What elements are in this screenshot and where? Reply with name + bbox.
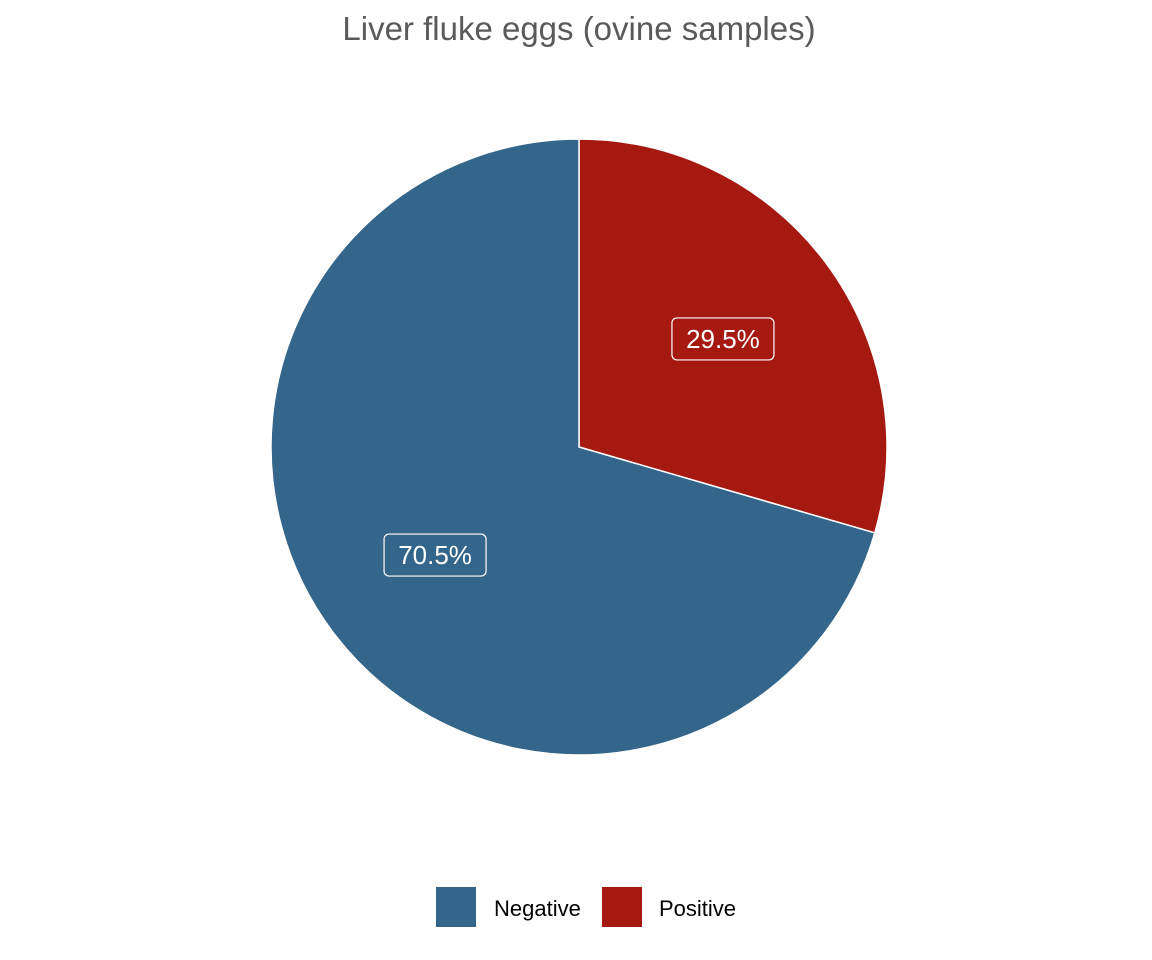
slice-labels: 29.5% 70.5% <box>383 317 775 577</box>
slice-label-box <box>383 533 487 577</box>
legend-key <box>602 887 642 927</box>
legend-key <box>436 887 476 927</box>
legend-item-positive: Positive <box>602 887 736 927</box>
legend: Negative Positive <box>436 887 736 927</box>
slice-label-positive: 29.5% <box>671 317 775 361</box>
slice-label-box <box>671 317 775 361</box>
chart-title: Liver fluke eggs (ovine samples) <box>342 10 816 47</box>
slice-label-text: 70.5% <box>398 540 472 570</box>
pie-slice-negative <box>270 138 876 756</box>
slice-label-text: 29.5% <box>686 324 760 354</box>
legend-label: Positive <box>659 896 736 921</box>
slice-label-negative: 70.5% <box>383 533 487 577</box>
pie-slices <box>270 138 888 756</box>
legend-item-negative: Negative <box>436 887 581 927</box>
legend-label: Negative <box>494 896 581 921</box>
